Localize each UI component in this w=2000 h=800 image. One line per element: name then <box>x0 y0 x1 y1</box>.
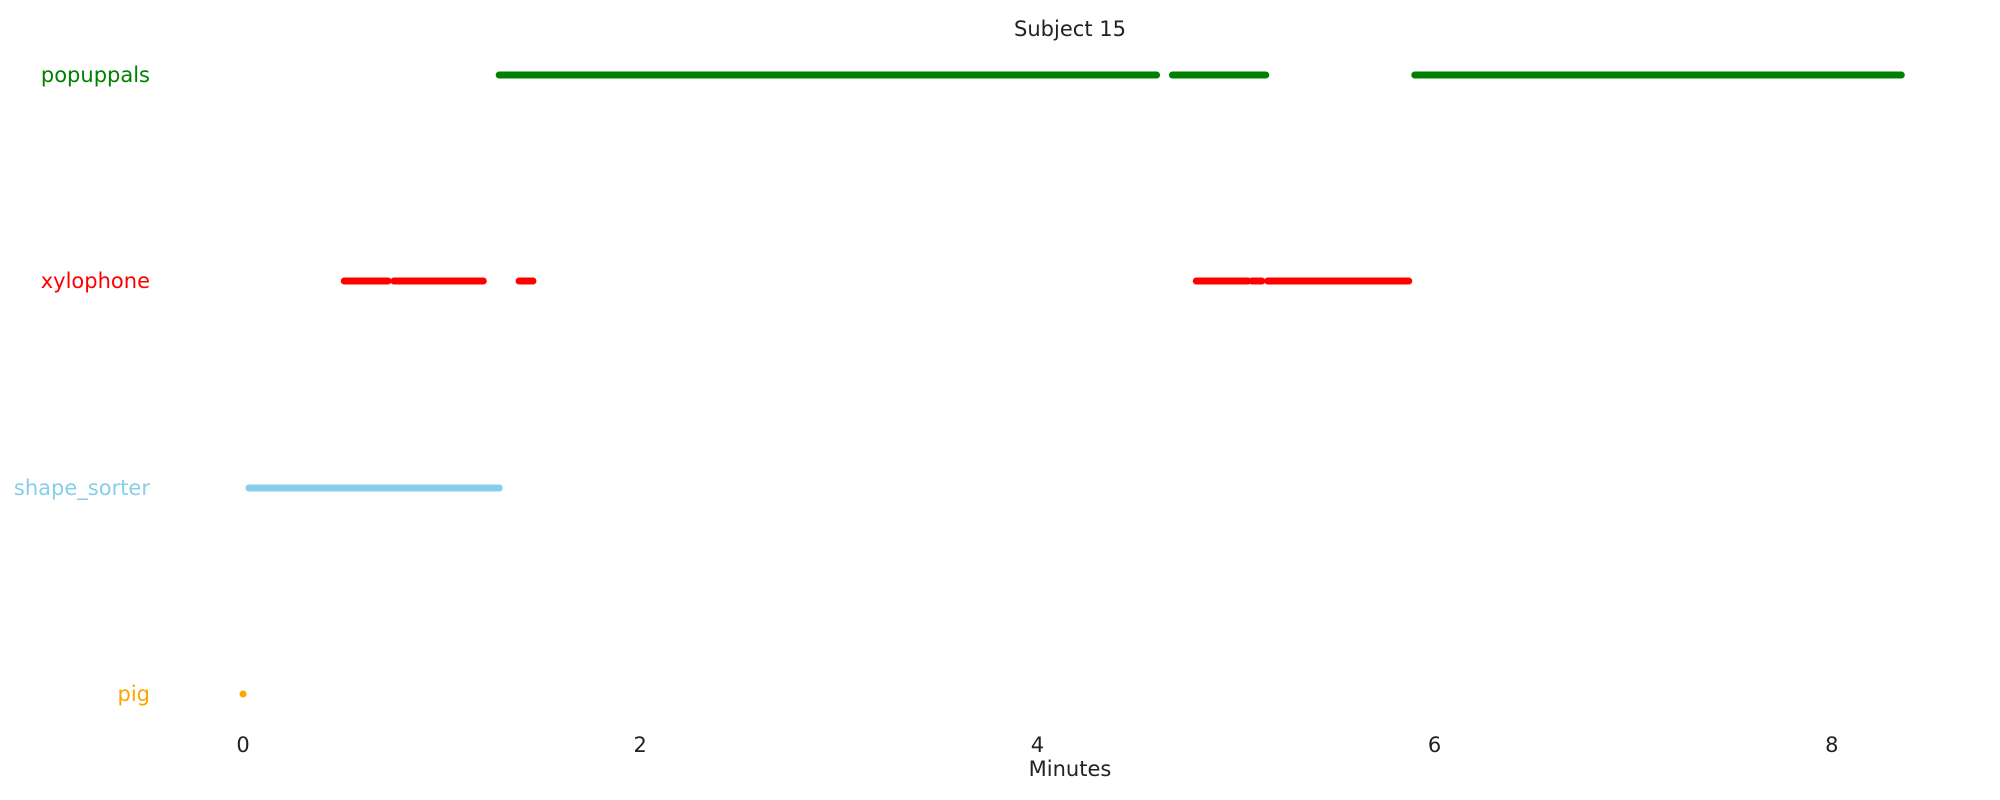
x-tick-label-0: 0 <box>236 733 249 757</box>
row-label-xylophone: xylophone <box>41 269 150 293</box>
x-axis-ticks: 0 2 4 6 8 <box>236 733 1838 757</box>
row-label-popuppals: popuppals <box>41 63 150 87</box>
x-tick-label-4: 4 <box>1031 733 1044 757</box>
x-tick-label-8: 8 <box>1825 733 1838 757</box>
x-axis-label: Minutes <box>1029 757 1112 781</box>
chart-title: Subject 15 <box>1014 17 1126 41</box>
row-label-pig: pig <box>118 682 151 706</box>
x-tick-label-6: 6 <box>1428 733 1441 757</box>
row-label-shape-sorter: shape_sorter <box>14 476 150 501</box>
timeline-bars <box>239 71 1905 698</box>
x-tick-label-2: 2 <box>634 733 647 757</box>
